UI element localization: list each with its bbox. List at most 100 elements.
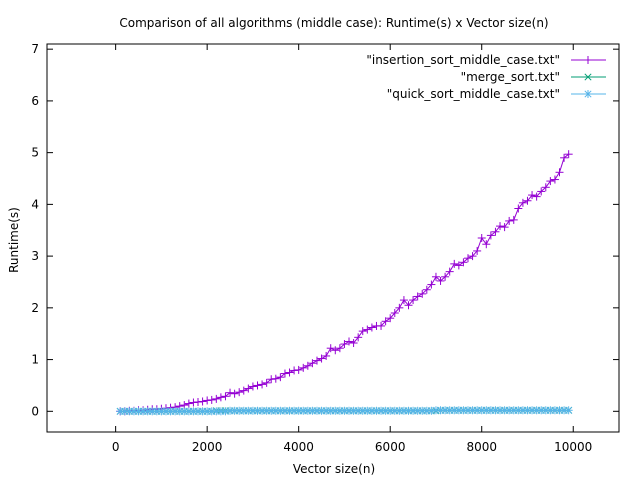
data-point xyxy=(253,381,262,390)
x-tick-label: 2000 xyxy=(192,440,223,454)
data-point xyxy=(184,399,193,408)
data-point xyxy=(207,395,216,404)
y-tick-label: 6 xyxy=(31,94,39,108)
data-point xyxy=(290,366,299,375)
data-point xyxy=(285,368,294,377)
data-point xyxy=(335,344,344,353)
data-point xyxy=(413,292,422,301)
data-point xyxy=(386,314,395,323)
data-point xyxy=(409,296,418,305)
data-point xyxy=(431,272,440,281)
data-point xyxy=(441,272,450,281)
data-point xyxy=(564,406,573,415)
data-point xyxy=(477,234,486,242)
data-point xyxy=(226,388,235,397)
data-point xyxy=(262,378,271,387)
series-layer xyxy=(116,150,573,416)
series-0 xyxy=(116,150,573,416)
x-tick-label: 0 xyxy=(112,440,120,454)
data-point xyxy=(427,280,436,289)
data-point xyxy=(550,175,559,184)
data-point xyxy=(340,340,349,349)
data-point xyxy=(267,375,276,384)
legend-marker xyxy=(584,73,592,81)
data-point xyxy=(564,150,573,159)
plot-frame xyxy=(46,43,620,433)
series-line xyxy=(120,153,570,412)
data-point xyxy=(239,386,248,395)
data-point xyxy=(404,301,413,310)
data-point xyxy=(194,397,203,406)
data-point xyxy=(523,196,532,205)
y-axis-label: Runtime(s) xyxy=(7,207,21,273)
data-point xyxy=(381,317,390,326)
axes: 0 2000 4000 6000 8000 10000 0 1 2 3 4 5 6 7 xyxy=(31,42,620,454)
data-point xyxy=(450,259,459,268)
data-point xyxy=(203,396,212,405)
data-point xyxy=(482,240,491,249)
series-2 xyxy=(116,406,573,416)
data-point xyxy=(473,246,482,255)
legend-marker xyxy=(584,56,592,64)
y-tick-label: 0 xyxy=(31,404,39,418)
x-tick-label: 10000 xyxy=(554,440,592,454)
x-tick-label: 8000 xyxy=(466,440,497,454)
data-point xyxy=(358,327,367,336)
data-point xyxy=(496,222,505,231)
data-point xyxy=(294,365,303,374)
data-point xyxy=(399,296,408,305)
data-point xyxy=(198,397,207,406)
x-tick-label: 6000 xyxy=(375,440,406,454)
data-point xyxy=(212,394,221,403)
data-point xyxy=(505,216,514,225)
data-point xyxy=(546,177,555,186)
data-point xyxy=(518,198,527,207)
data-point xyxy=(244,384,253,393)
data-point xyxy=(537,187,546,196)
legend: "insertion_sort_middle_case.txt" "merge_s… xyxy=(366,53,606,101)
data-point xyxy=(248,382,257,391)
data-point xyxy=(312,356,321,365)
data-point xyxy=(326,344,335,353)
data-point xyxy=(418,289,427,298)
y-tick-label: 5 xyxy=(31,146,39,160)
data-point xyxy=(280,369,289,378)
y-tick-label: 4 xyxy=(31,197,39,211)
data-point xyxy=(276,373,285,382)
data-point xyxy=(541,183,550,192)
data-point xyxy=(555,168,564,177)
data-point xyxy=(322,351,331,360)
x-tick-label: 4000 xyxy=(283,440,314,454)
data-point xyxy=(377,321,386,330)
y-tick-label: 2 xyxy=(31,301,39,315)
data-point xyxy=(216,393,225,402)
data-point xyxy=(560,153,569,162)
legend-marker xyxy=(584,90,592,98)
data-point xyxy=(468,252,477,261)
data-point xyxy=(363,325,372,334)
data-point xyxy=(509,215,518,224)
data-point xyxy=(532,192,541,201)
data-point xyxy=(271,374,280,383)
data-point xyxy=(422,285,431,294)
data-point xyxy=(317,354,326,363)
y-tick-label: 7 xyxy=(31,42,39,56)
data-point xyxy=(367,323,376,332)
data-point xyxy=(230,389,239,398)
data-point xyxy=(486,231,495,240)
data-point xyxy=(500,223,509,232)
data-point xyxy=(349,339,358,348)
data-point xyxy=(514,204,523,213)
data-point xyxy=(390,309,399,318)
data-point xyxy=(331,346,340,355)
data-point xyxy=(345,337,354,346)
legend-label: "insertion_sort_middle_case.txt" xyxy=(366,53,560,67)
data-point xyxy=(303,361,312,370)
x-axis-label: Vector size(n) xyxy=(293,462,375,476)
data-point xyxy=(221,392,230,401)
y-tick-label: 3 xyxy=(31,249,39,263)
data-point xyxy=(299,363,308,372)
data-point xyxy=(354,333,363,342)
data-point xyxy=(463,254,472,263)
